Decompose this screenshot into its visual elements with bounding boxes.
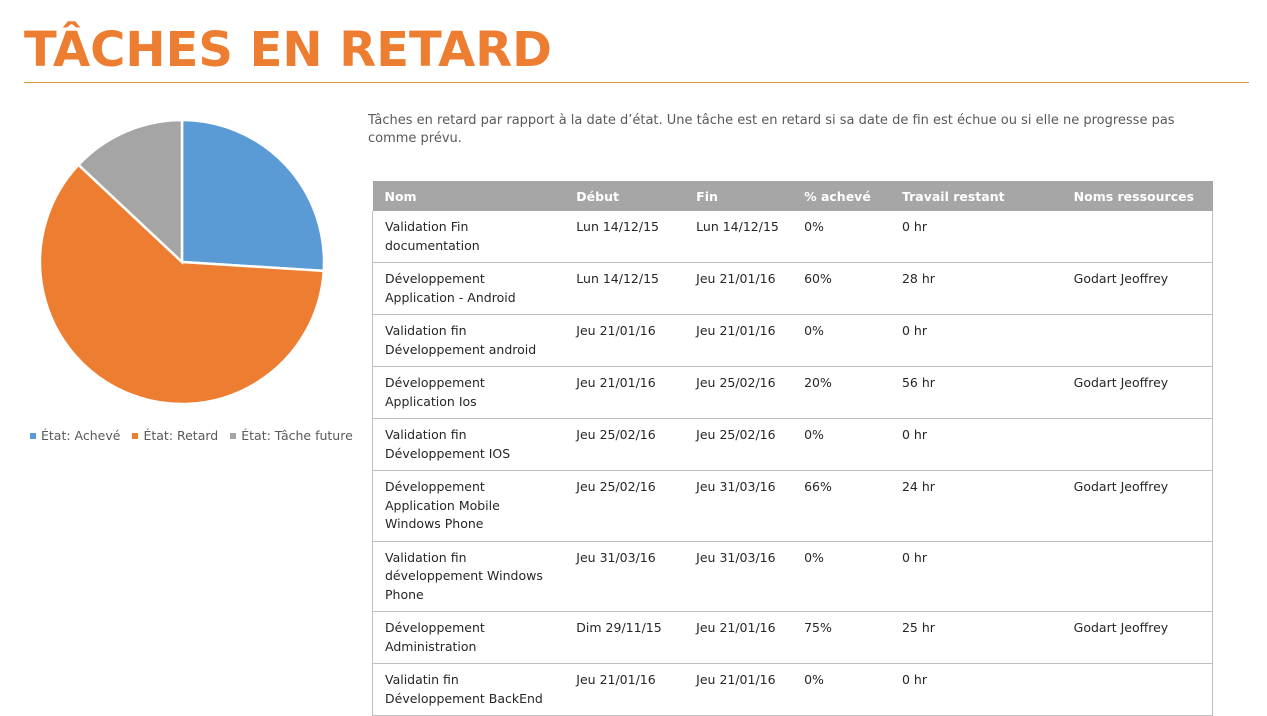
task-start: Jeu 21/01/16 (564, 663, 685, 716)
task-resources: Godart Jeoffrey (1061, 262, 1213, 315)
legend-item: État: Retard (132, 428, 218, 443)
legend-swatch (132, 432, 139, 439)
legend-swatch (230, 432, 237, 439)
task-resources (1061, 663, 1213, 716)
task-percent-complete: 0% (792, 314, 890, 367)
task-finish: Jeu 21/01/16 (684, 314, 793, 367)
task-remaining-work: 25 hr (889, 611, 1062, 664)
task-finish: Jeu 25/02/16 (684, 418, 793, 471)
table-row: Validation fin Développement android Jeu … (372, 314, 1213, 367)
chart-legend: État: Achevé État: Retard État: Tâche futu… (30, 428, 360, 443)
table-row: Développement Application - Android Lun 1… (372, 262, 1213, 315)
task-finish: Jeu 31/03/16 (684, 541, 793, 612)
legend-swatch (30, 432, 36, 439)
task-start: Jeu 31/03/16 (564, 541, 685, 612)
task-finish: Jeu 21/01/16 (684, 663, 793, 716)
legend-label: État: Retard (143, 428, 219, 443)
pie-slice-1 (38, 163, 326, 406)
pie-slice-0 (180, 118, 326, 273)
page-title: TÂCHES EN RETARD (24, 22, 553, 78)
table-row: Développement Application Ios Jeu 21/01/1… (372, 366, 1213, 419)
task-remaining-work: 0 hr (889, 418, 1062, 471)
task-resources: Godart Jeoffrey (1061, 366, 1213, 419)
task-name: Développement Application Mobile Windows… (372, 470, 565, 542)
header-nom: Nom (372, 181, 565, 211)
table-row: Validation fin Développement IOS Jeu 25/0… (372, 418, 1213, 471)
task-resources: Godart Jeoffrey (1061, 611, 1213, 664)
legend-item: État: Achevé (30, 428, 120, 443)
task-name: Validation fin développement Windows Pho… (372, 541, 565, 612)
task-resources: Godart Jeoffrey (1061, 470, 1213, 542)
task-percent-complete: 20% (792, 366, 890, 419)
pie-chart (38, 118, 326, 406)
task-resources (1061, 418, 1213, 471)
task-finish: Jeu 21/01/16 (684, 262, 793, 315)
task-name: Développement Application Ios (372, 366, 565, 419)
task-start: Jeu 21/01/16 (564, 314, 685, 367)
page-description: Tâches en retard par rapport à la date d… (368, 113, 1175, 146)
legend-label: État: Achevé (41, 428, 121, 443)
table-row: Développement Application Mobile Windows… (372, 470, 1213, 542)
header-pct-acheve: % achevé (792, 181, 890, 211)
task-remaining-work: 24 hr (889, 470, 1062, 542)
task-remaining-work: 0 hr (889, 314, 1062, 367)
task-remaining-work: 0 hr (889, 663, 1062, 716)
header-noms-ressources: Noms ressources (1061, 181, 1213, 211)
task-remaining-work: 56 hr (889, 366, 1062, 419)
late-tasks-table: Nom Début Fin % achevé Travail restant N… (372, 181, 1213, 716)
legend-item: État: Tâche future (230, 428, 353, 443)
task-start: Jeu 21/01/16 (564, 366, 685, 419)
task-name: Développement Administration (372, 611, 565, 664)
title-divider (24, 82, 1249, 83)
pie-slice-2 (76, 118, 184, 265)
task-remaining-work: 28 hr (889, 262, 1062, 315)
task-start: Dim 29/11/15 (564, 611, 685, 664)
task-name: Validation Fin documentation (372, 211, 565, 263)
task-percent-complete: 0% (792, 663, 890, 716)
table-row: Développement Administration Dim 29/11/15… (372, 611, 1213, 664)
task-name: Développement Application - Android (372, 262, 565, 315)
task-percent-complete: 0% (792, 211, 890, 263)
task-percent-complete: 66% (792, 470, 890, 542)
task-resources (1061, 211, 1213, 263)
legend-label: État: Tâche future (241, 428, 353, 443)
task-start: Jeu 25/02/16 (564, 470, 685, 542)
task-percent-complete: 60% (792, 262, 890, 315)
task-finish: Jeu 25/02/16 (684, 366, 793, 419)
header-fin: Fin (684, 181, 793, 211)
table-row: Validation Fin documentation Lun 14/12/15… (372, 211, 1213, 263)
task-finish: Lun 14/12/15 (684, 211, 793, 263)
task-percent-complete: 0% (792, 418, 890, 471)
task-resources (1061, 541, 1213, 612)
task-name: Validation fin Développement IOS (372, 418, 565, 471)
task-percent-complete: 75% (792, 611, 890, 664)
header-travail-restant: Travail restant (889, 181, 1062, 211)
task-start: Lun 14/12/15 (564, 262, 685, 315)
task-finish: Jeu 21/01/16 (684, 611, 793, 664)
table-row: Validation fin développement Windows Pho… (372, 541, 1213, 612)
header-debut: Début (564, 181, 685, 211)
table-row: Validatin fin Développement BackEnd Jeu 2… (372, 663, 1213, 716)
task-resources (1061, 314, 1213, 367)
task-name: Validation fin Développement android (372, 314, 565, 367)
task-percent-complete: 0% (792, 541, 890, 612)
task-start: Jeu 25/02/16 (564, 418, 685, 471)
task-remaining-work: 0 hr (889, 541, 1062, 612)
table-header-row: Nom Début Fin % achevé Travail restant N… (372, 181, 1213, 211)
task-remaining-work: 0 hr (889, 211, 1062, 263)
task-finish: Jeu 31/03/16 (684, 470, 793, 542)
task-start: Lun 14/12/15 (564, 211, 685, 263)
task-name: Validatin fin Développement BackEnd (372, 663, 565, 716)
